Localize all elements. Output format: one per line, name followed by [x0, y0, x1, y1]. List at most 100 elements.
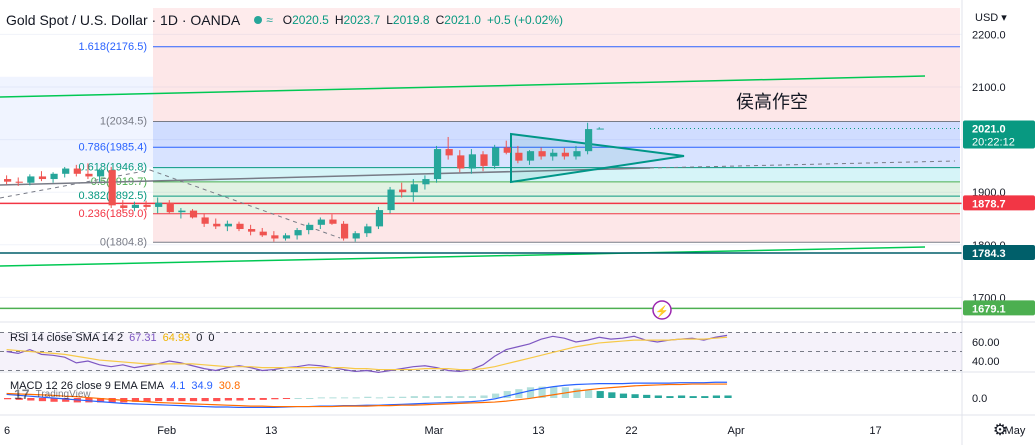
macd-name[interactable]: MACD 12 26 close 9 EMA EMA — [10, 380, 165, 392]
rsi-value: 67.31 — [129, 332, 157, 344]
channel-upper-line — [0, 75, 926, 98]
macd-histogram-bar — [178, 398, 186, 402]
time-tick-label: Mar — [424, 425, 443, 437]
macd-histogram-bar — [724, 395, 732, 398]
rsi-legend: RSI 14 close SMA 14 2 67.31 64.93 0 0 — [10, 332, 214, 344]
high-label: H — [334, 13, 344, 27]
macd-histogram-bar — [317, 397, 325, 399]
candle-body — [236, 223, 244, 230]
rsi-tick-label: 60.00 — [972, 337, 1000, 349]
macd-histogram-bar — [480, 395, 488, 398]
low-value: 2019.8 — [392, 13, 430, 27]
candle-body — [364, 226, 372, 234]
macd-histogram-bar — [294, 398, 302, 399]
candle-body — [538, 151, 546, 157]
macd-histogram-bar — [526, 387, 535, 398]
time-tick-label: Apr — [727, 425, 744, 437]
macd-histogram-bar — [689, 396, 697, 398]
time-tick-label: 13 — [532, 425, 544, 437]
price-badge-label: 2021.0 — [972, 124, 1006, 136]
lightning-icon: ⚡ — [655, 305, 669, 318]
candle-body — [4, 179, 12, 182]
rsi-sma-line — [6, 336, 728, 371]
time-tick-label: Feb — [157, 425, 176, 437]
macd-histogram-bar — [155, 398, 163, 402]
candle-body — [108, 170, 116, 206]
fib-label: 1.618(2176.5) — [79, 41, 148, 53]
fib-zone — [153, 196, 960, 214]
symbol-legend: Gold Spot / U.S. Dollar · 1D · OANDA ≈ O… — [6, 9, 563, 31]
price-badge — [963, 245, 1035, 261]
open-label: O — [282, 13, 293, 27]
fib-zone — [153, 147, 960, 168]
macd-hist-value: 4.1 — [170, 380, 186, 392]
wave-icon[interactable]: ≈ — [266, 13, 273, 27]
candle-body — [503, 147, 511, 153]
rsi-line — [6, 334, 728, 374]
macd-histogram-bar — [50, 398, 58, 402]
macd-tick-label: 0.0 — [972, 393, 987, 405]
change-value: +0.5 (+0.02%) — [486, 13, 564, 27]
macd-histogram-bar — [375, 397, 384, 399]
candle-body — [375, 210, 384, 227]
candle-body — [422, 179, 430, 185]
high-value: 2023.7 — [343, 13, 381, 27]
price-badge — [963, 300, 1035, 316]
candle-body — [248, 229, 256, 232]
candle-body — [259, 231, 267, 236]
macd-histogram-bar — [248, 398, 256, 400]
macd-histogram-bar — [503, 391, 511, 398]
rsi-name[interactable]: RSI 14 close SMA 14 2 — [10, 332, 124, 344]
macd-histogram-bar — [224, 398, 232, 401]
tradingview-wordmark: TradingView — [35, 388, 91, 400]
macd-histogram-bar — [538, 386, 546, 398]
macd-histogram-bar — [62, 398, 70, 402]
macd-histogram-bar — [410, 396, 418, 398]
triangle-pattern — [510, 132, 685, 184]
macd-histogram-bar — [236, 398, 244, 401]
currency-label: USD ▾ — [975, 12, 1007, 24]
macd-histogram-bar — [399, 396, 407, 398]
macd-histogram-bar — [631, 394, 639, 398]
trend-line-ext — [649, 160, 956, 169]
price-badge — [963, 195, 1035, 211]
time-tick-label: 17 — [869, 425, 881, 437]
rsi-extra-1: 0 — [196, 332, 203, 344]
macd-histogram-bar — [282, 398, 291, 399]
trend-line — [0, 167, 651, 186]
candle-body — [73, 168, 81, 174]
symbol-title[interactable]: Gold Spot / U.S. Dollar · 1D · OANDA — [6, 12, 241, 28]
candle-body — [143, 204, 151, 207]
macd-histogram-bar — [619, 393, 628, 398]
macd-histogram-bar — [468, 396, 476, 398]
macd-histogram-bar — [352, 397, 360, 399]
macd-histogram-bar — [271, 398, 279, 400]
macd-histogram-bar — [433, 396, 442, 398]
fib-label: 0.236(1859.0) — [79, 208, 148, 220]
candle-body — [85, 173, 93, 177]
rsi-sma-value: 64.93 — [162, 332, 191, 344]
macd-histogram-bar — [387, 396, 395, 398]
candle-body — [224, 223, 232, 227]
tradingview-mark-icon: 17 — [14, 386, 30, 402]
candle-body — [585, 129, 593, 152]
time-tick-label: May — [1005, 425, 1026, 437]
macd-histogram-bar — [108, 398, 116, 403]
tradingview-logo: 17 TradingView — [14, 386, 91, 402]
macd-histogram-bar — [654, 395, 662, 398]
candle-body — [27, 176, 35, 183]
candle-body — [120, 205, 128, 208]
market-status-icon — [254, 16, 263, 24]
candle-body — [387, 189, 395, 211]
candle-body — [178, 210, 186, 213]
candle-body — [201, 217, 209, 224]
candle-body — [399, 189, 407, 193]
chart-annotation[interactable]: 侯高作空 — [736, 92, 808, 113]
gear-icon[interactable]: ⚙ — [992, 422, 1008, 439]
price-tick-label: 2200.0 — [972, 29, 1006, 41]
candle-body — [294, 230, 302, 236]
macd-histogram-bar — [364, 396, 372, 398]
fib-zone-upper — [153, 8, 960, 47]
